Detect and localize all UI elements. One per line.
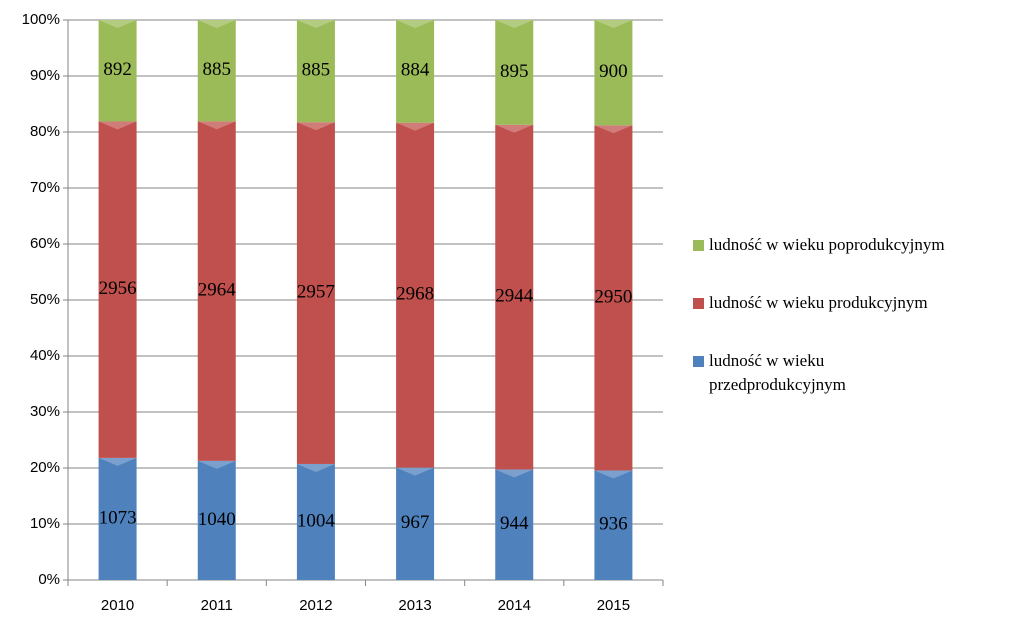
bar-segment xyxy=(495,469,534,580)
value-label: 936 xyxy=(599,514,628,535)
bar-bevel xyxy=(495,124,534,133)
value-label: 2957 xyxy=(297,281,335,302)
value-label: 2964 xyxy=(198,279,237,300)
legend-label: ludność w wieku przedprodukcyjnym xyxy=(709,351,846,394)
y-tick-label: 10% xyxy=(30,515,60,532)
bar-bevel xyxy=(396,467,435,476)
value-label: 1040 xyxy=(198,509,236,530)
value-label: 2956 xyxy=(99,278,137,299)
value-label: 2968 xyxy=(396,284,434,305)
x-tick-label: 2013 xyxy=(398,597,431,614)
bar-segment xyxy=(98,121,137,458)
legend-label: ludność w wieku produkcyjnym xyxy=(709,293,928,312)
x-tick-label: 2010 xyxy=(101,597,134,614)
bar-segment xyxy=(495,124,534,470)
legend-label: ludność w wieku poprodukcyjnym xyxy=(709,235,945,254)
bar-bevel xyxy=(296,122,335,131)
bar-segment xyxy=(197,121,236,461)
value-label: 1073 xyxy=(99,507,137,528)
bar-segment xyxy=(296,20,335,123)
bar-segment xyxy=(296,463,335,580)
bar-bevel xyxy=(296,20,335,28)
bar-segment xyxy=(197,20,236,122)
value-label: 885 xyxy=(203,59,232,80)
x-tick-label: 2011 xyxy=(201,597,233,614)
bar-segment xyxy=(296,122,335,464)
value-label: 967 xyxy=(401,512,430,533)
x-tick-label: 2014 xyxy=(498,597,531,614)
bar-bevel xyxy=(495,20,534,28)
bar-bevel xyxy=(594,20,633,28)
bar-segment xyxy=(594,125,633,471)
bar-bevel xyxy=(98,121,137,130)
y-tick-label: 0% xyxy=(38,571,60,588)
bar-bevel xyxy=(594,470,633,479)
bar-bevel xyxy=(197,121,236,130)
bar-bevel xyxy=(396,122,435,131)
y-tick-label: 60% xyxy=(30,235,60,252)
bar-segment xyxy=(396,467,435,580)
bar-segment xyxy=(396,122,435,468)
bar-segment xyxy=(98,20,137,122)
bar-segment xyxy=(594,20,633,126)
value-label: 2944 xyxy=(495,285,534,306)
legend-swatch xyxy=(693,240,704,251)
legend-item: ludność w wieku przedprodukcyjnym xyxy=(693,349,1013,397)
bar-segment xyxy=(495,20,534,125)
legend-swatch xyxy=(693,356,704,367)
bar-bevel xyxy=(296,463,335,472)
y-tick-label: 80% xyxy=(30,123,60,140)
bar-segment xyxy=(396,20,435,123)
bar-bevel xyxy=(197,460,236,469)
bar-bevel xyxy=(495,469,534,478)
y-tick-label: 100% xyxy=(22,11,60,28)
bar-bevel xyxy=(396,20,435,28)
bar-bevel xyxy=(197,20,236,28)
value-label: 884 xyxy=(401,60,430,81)
y-tick-label: 50% xyxy=(30,291,60,308)
value-label: 944 xyxy=(500,513,529,534)
bar-segment xyxy=(197,460,236,580)
bar-bevel xyxy=(98,20,137,28)
bar-segment xyxy=(98,457,137,580)
bar-bevel xyxy=(98,457,137,466)
legend-item: ludność w wieku poprodukcyjnym xyxy=(693,233,1013,257)
legend-item: ludność w wieku produkcyjnym xyxy=(693,291,1013,315)
bar-bevel xyxy=(594,125,633,134)
bar-segment xyxy=(594,470,633,580)
y-tick-label: 20% xyxy=(30,459,60,476)
value-label: 1004 xyxy=(297,510,336,531)
x-tick-label: 2015 xyxy=(597,597,630,614)
y-tick-label: 30% xyxy=(30,403,60,420)
value-label: 900 xyxy=(599,61,628,82)
x-tick-label: 2012 xyxy=(299,597,332,614)
value-label: 895 xyxy=(500,61,529,82)
value-label: 885 xyxy=(302,59,331,80)
value-label: 2950 xyxy=(594,286,632,307)
legend-swatch xyxy=(693,298,704,309)
y-tick-label: 40% xyxy=(30,347,60,364)
legend: ludność w wieku poprodukcyjnym ludność w … xyxy=(693,233,1013,431)
value-label: 892 xyxy=(103,59,132,80)
y-tick-label: 70% xyxy=(30,179,60,196)
y-tick-label: 90% xyxy=(30,67,60,84)
